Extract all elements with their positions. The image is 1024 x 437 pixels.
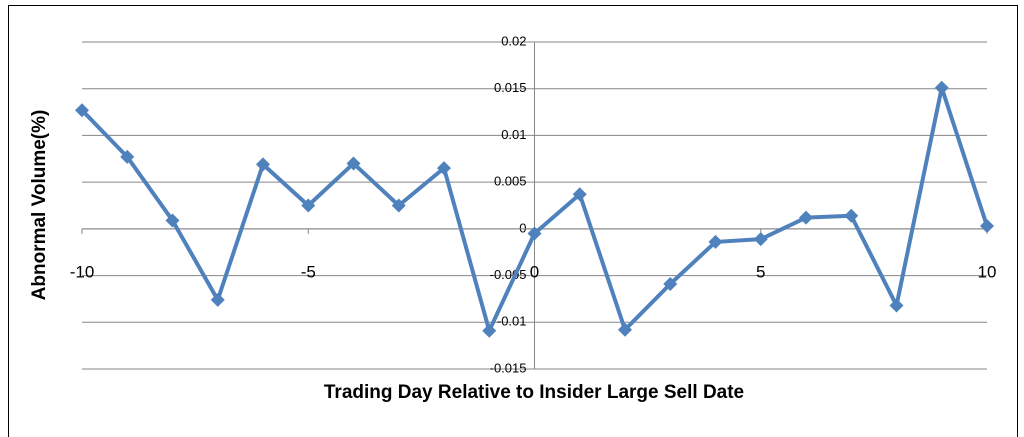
marker <box>527 226 542 241</box>
marker <box>980 219 994 234</box>
marker <box>301 198 316 213</box>
marker <box>934 80 949 95</box>
y-tick-label: -0.015 <box>490 360 527 375</box>
marker <box>889 298 904 313</box>
y-axis-title: Abnormal Volume(%) <box>29 110 50 301</box>
x-axis-title: Trading Day Relative to Insider Large Se… <box>324 382 744 403</box>
y-tick-label: 0.015 <box>494 80 527 95</box>
marker <box>708 234 723 249</box>
y-tick-label: 0 <box>519 220 526 235</box>
x-tick-label: 5 <box>756 262 765 281</box>
marker <box>572 187 587 202</box>
marker <box>753 232 768 247</box>
marker <box>437 161 451 176</box>
marker <box>210 292 225 307</box>
marker <box>618 322 632 337</box>
y-tick-label: 0.01 <box>501 127 526 142</box>
x-tick-label: 0 <box>530 262 539 281</box>
y-tick-label: -0.01 <box>497 314 527 329</box>
marker <box>165 213 180 228</box>
marker <box>346 156 361 171</box>
marker <box>799 210 813 225</box>
y-tick-label: 0.02 <box>501 33 526 48</box>
marker <box>482 323 497 338</box>
x-tick-label: -5 <box>301 262 316 281</box>
y-tick-label: -0.005 <box>490 267 527 282</box>
marker <box>391 198 406 213</box>
marker <box>75 103 89 118</box>
marker <box>120 149 135 164</box>
marker <box>256 157 270 172</box>
marker <box>663 276 678 291</box>
x-tick-label: -10 <box>70 262 95 281</box>
y-tick-label: 0.005 <box>494 174 527 189</box>
x-tick-label: 10 <box>978 262 997 281</box>
marker <box>844 208 859 223</box>
